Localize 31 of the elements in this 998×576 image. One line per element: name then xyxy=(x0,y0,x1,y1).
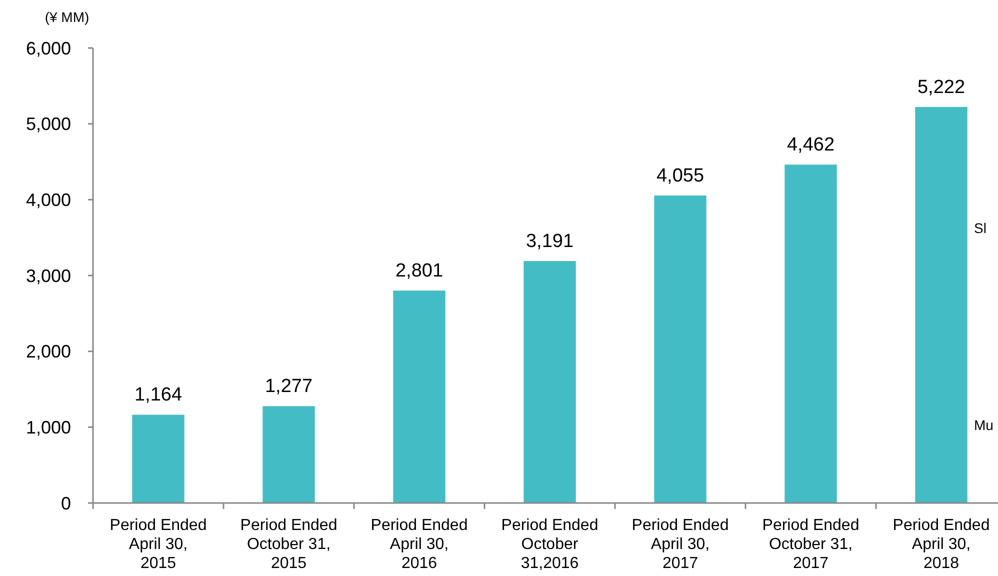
annotation: Sl xyxy=(974,220,986,236)
x-tick-label: Period Ended April 30, 2018 xyxy=(892,517,990,572)
x-tick-label: Period Ended October 31,2016 xyxy=(501,517,598,572)
y-tick-label: 2,000 xyxy=(26,342,71,362)
y-tick-label: 5,000 xyxy=(26,114,71,134)
y-tick-label: 1,000 xyxy=(26,417,71,438)
data-label: 4,055 xyxy=(656,165,704,186)
bar xyxy=(784,164,837,503)
bar xyxy=(654,195,706,503)
data-label: 2,801 xyxy=(395,260,444,282)
data-label: 5,222 xyxy=(917,77,966,98)
y-tick-label: 3,000 xyxy=(26,266,71,286)
y-tick-label: 4,000 xyxy=(26,190,71,210)
bar xyxy=(262,406,315,503)
bar xyxy=(393,290,446,503)
x-tick-label: Period Ended April 30, 2015 xyxy=(110,517,207,572)
data-label: 1,277 xyxy=(264,376,313,398)
bar xyxy=(524,261,576,503)
x-tick-label: Period Ended October 31, 2015 xyxy=(240,517,338,572)
annotation: Mu xyxy=(974,417,994,433)
x-tick-label: Period Ended October 31, 2017 xyxy=(762,517,860,572)
data-label: 1,164 xyxy=(134,384,182,406)
data-label: 3,191 xyxy=(526,231,574,252)
data-label: 4,462 xyxy=(786,134,835,156)
bar xyxy=(915,107,968,503)
y-tick-label: 0 xyxy=(60,493,71,514)
bar xyxy=(132,414,184,503)
y-axis-title: (¥ MM) xyxy=(44,9,90,25)
y-tick-label: 6,000 xyxy=(26,38,71,58)
x-tick-label: Period Ended April 30, 2017 xyxy=(632,517,729,572)
x-tick-label: Period Ended April 30, 2016 xyxy=(370,517,468,572)
